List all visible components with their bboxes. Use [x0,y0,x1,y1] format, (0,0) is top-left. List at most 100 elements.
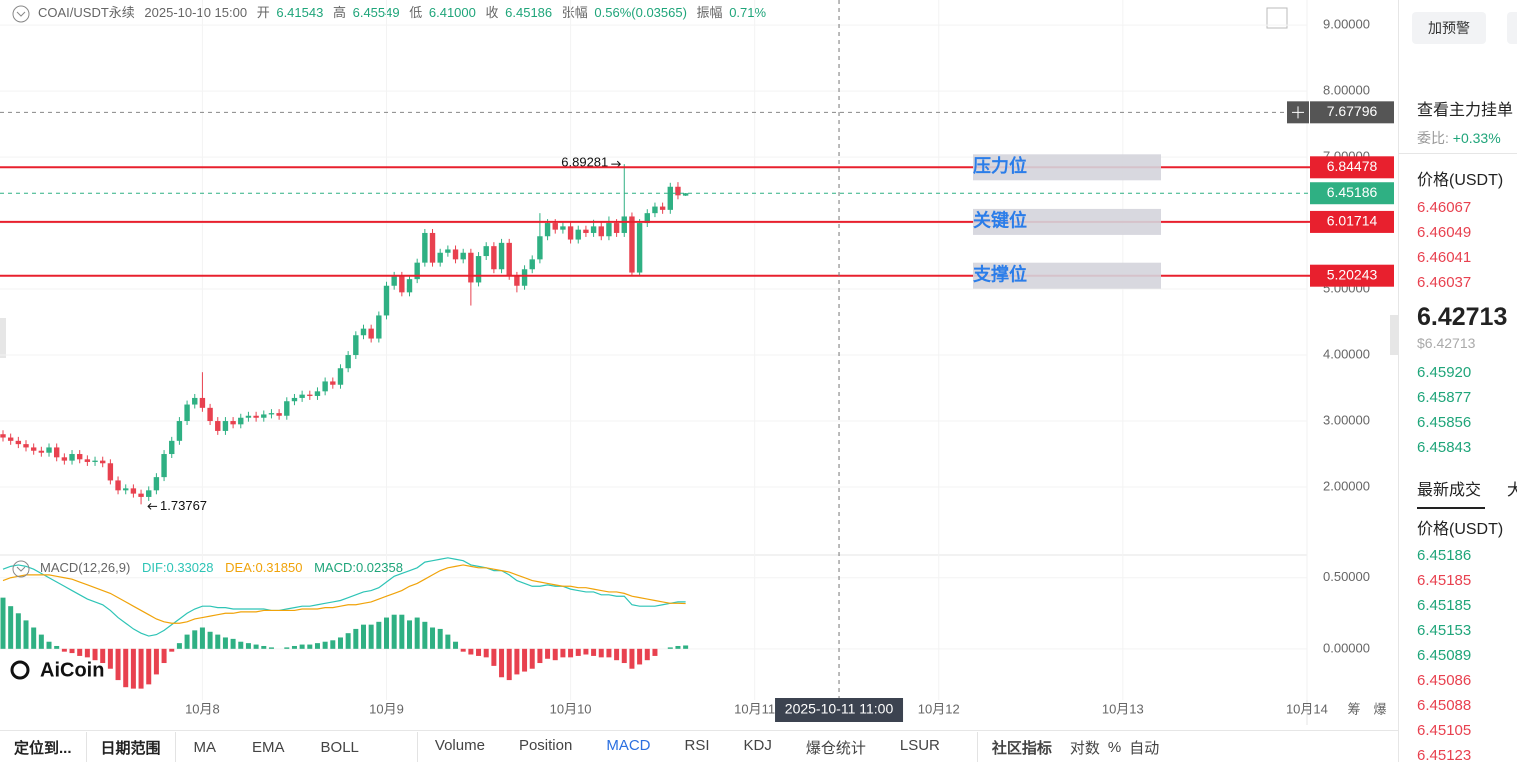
candle-body [353,335,359,356]
macd-bar [360,624,366,649]
separator [416,732,418,762]
symbol: COAI/USDT永续 [38,5,135,20]
alert-button[interactable]: 加预警 [1412,12,1486,44]
candle-body [276,413,282,416]
indicator-button[interactable]: LSUR [899,736,940,754]
macd-bar [176,643,182,649]
ratio-row: 委比: +0.33% [1417,128,1501,148]
community-indicators[interactable]: 社区指标 [991,739,1052,757]
collapse-icon[interactable] [12,5,30,23]
trades-tab[interactable]: 最新成交 [1417,482,1482,499]
date-range-button[interactable]: 日期范围 [100,739,161,757]
candle-body [437,252,443,263]
macd-bar [322,641,328,649]
big-trades-tab[interactable]: 大 [1507,476,1517,500]
candle-body [307,394,313,396]
macd-bar [245,643,251,649]
overlay-button[interactable]: MA [193,738,217,756]
candle-body [69,454,75,461]
crosshair-time-label: 2025-10-11 11:00 [785,701,894,717]
macd-bar [407,620,413,649]
watermark-logo: AiCoin [10,659,104,681]
ratio-value: +0.33% [1452,130,1501,146]
macd-bar [614,648,620,661]
ask-price: 6.46041 [1417,249,1472,266]
macd-bar [69,648,75,654]
indicator-button[interactable]: KDJ [743,736,772,754]
candle-body [15,440,22,445]
price-header: 价格(USDT) [1417,172,1504,189]
crosshair-time-tag [775,698,904,722]
right-collapse-tab[interactable] [1390,315,1398,355]
separator [174,732,176,762]
candle-body [123,488,129,491]
x-tick-label: 10月9 [369,701,404,716]
percent-toggle[interactable]: % [1107,738,1122,756]
overlay-button[interactable]: BOLL [320,738,359,756]
macd-bar [215,634,221,649]
more-button[interactable] [1507,12,1517,44]
locate-button[interactable]: 定位到... [14,739,72,757]
indicator-button[interactable]: Volume [434,736,485,754]
candle-body [268,413,275,415]
candle-body [230,421,236,425]
dea-label: DEA:0.31850 [225,560,302,575]
axis-button[interactable]: 爆 [1373,701,1386,716]
macd-bar [199,627,205,649]
macd-bar [476,648,482,656]
indicator-button[interactable]: MACD [606,736,651,754]
candle-body [61,457,68,461]
high-label: 高 [333,5,346,20]
indicator-button[interactable]: Position [518,736,573,754]
ohlc-header: COAI/USDT永续 2025-10-10 15:00 开 6.41543 高… [38,5,766,20]
y-tick-label: 8.00000 [1323,83,1370,98]
candle-body [184,404,190,422]
candle-body [445,249,451,253]
candle-body [138,493,144,497]
macd-bar [107,648,113,669]
candle-body [483,246,489,257]
level-box [973,262,1161,289]
bar-time: 2025-10-10 15:00 [144,5,247,20]
candle-body [38,450,45,453]
candle-body [30,447,37,451]
macd-bar [299,644,305,649]
ask-price: 6.46067 [1417,199,1472,216]
macd-bar [552,648,558,661]
bid-price: 6.45843 [1417,439,1472,456]
tab-underline [1417,507,1485,509]
level-price-label: 6.84478 [1327,158,1378,174]
bottom-toolbar: 定位到... 日期范围 MA EMA BOLL Volume Position MACD… [0,730,1398,763]
macd-bar [353,628,359,649]
macd-collapse-icon[interactable] [12,560,30,578]
indicator-button[interactable]: 爆仓统计 [805,739,866,757]
macd-bar [514,648,520,675]
left-collapse-tab[interactable] [0,318,6,358]
candle-body [337,368,344,385]
candle-body [238,417,244,425]
crosshair-price-tag [1310,101,1394,124]
candle-body [7,437,14,441]
candle-body [291,397,298,402]
high-label: 6.89281 [561,155,608,170]
ask-price: 6.46037 [1417,274,1472,291]
indicator-button[interactable]: RSI [684,736,710,754]
candle-body [514,275,520,286]
candle-body [383,285,390,316]
candle-body [521,269,528,286]
depth-link[interactable]: 查看主力挂单 [1417,102,1514,119]
candle-body [498,242,505,270]
macd-bar [506,648,512,681]
low-label: 低 [409,5,422,20]
log-toggle[interactable]: 对数 [1069,739,1100,757]
high-value: 6.45549 [353,5,400,20]
fullscreen-button[interactable] [1266,7,1288,29]
candle-body [491,246,497,270]
overlay-button[interactable]: EMA [252,738,285,756]
candle-body [406,279,413,293]
axis-button[interactable]: 筹 [1347,701,1360,716]
auto-toggle[interactable]: 自动 [1129,739,1160,757]
macd-bar [560,648,566,658]
candle-body [590,226,597,233]
